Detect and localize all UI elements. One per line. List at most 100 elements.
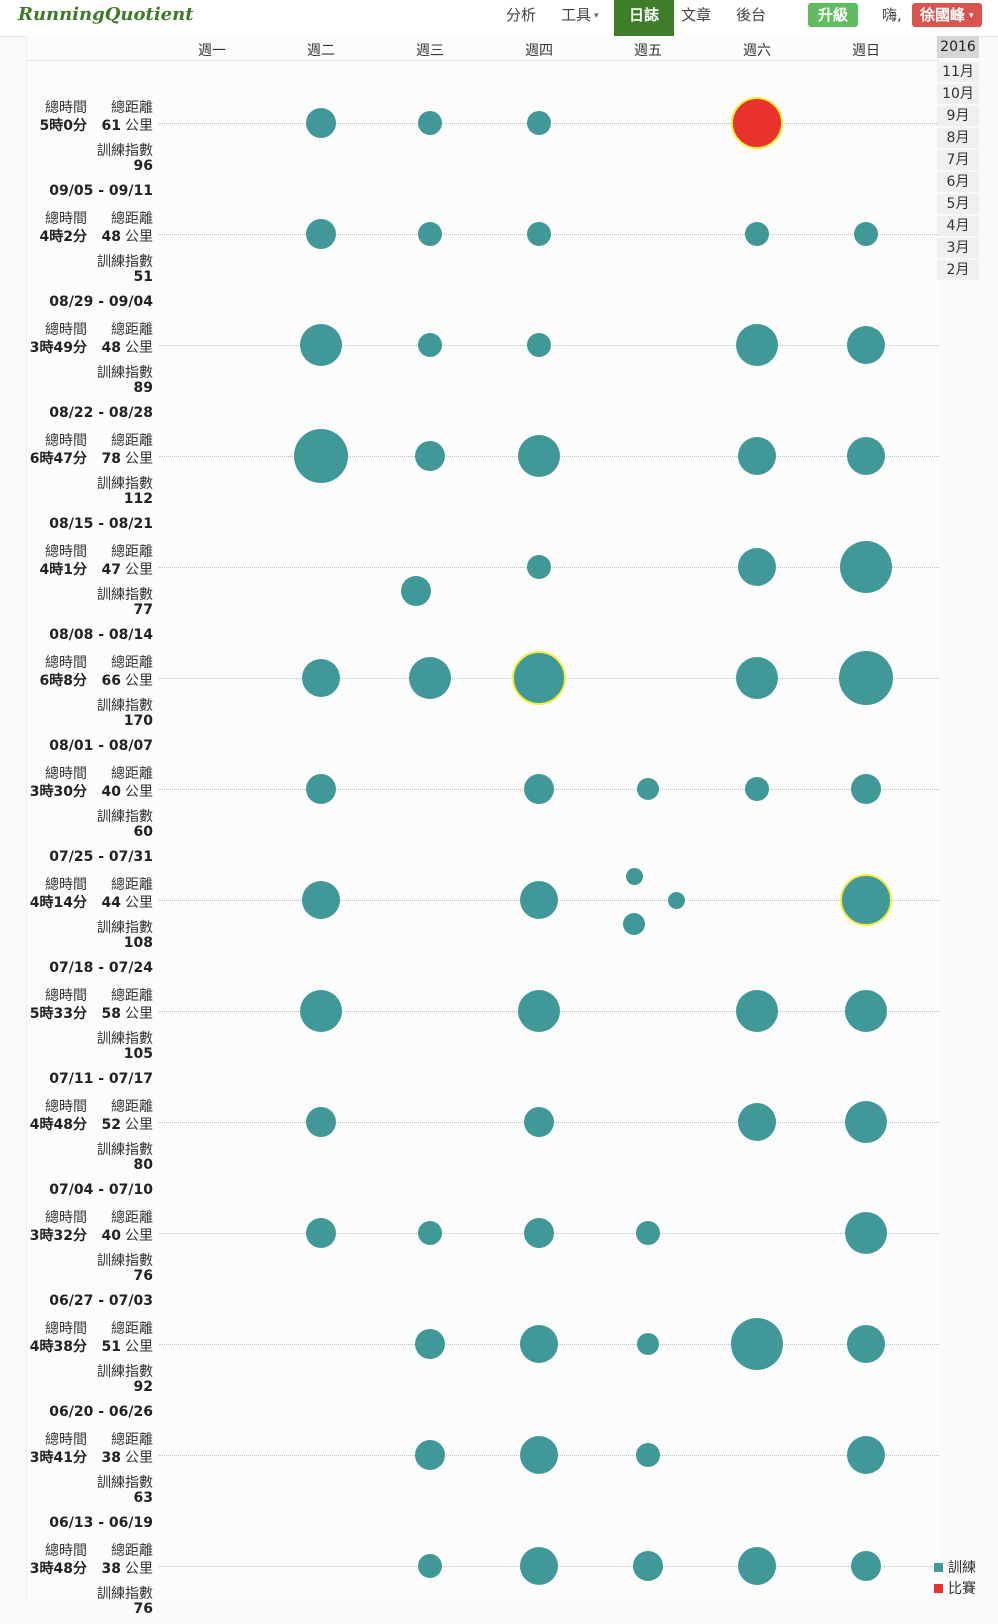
month-link[interactable]: 2月 (937, 260, 979, 280)
training-bubble[interactable] (738, 1547, 776, 1585)
month-link[interactable]: 5月 (937, 194, 979, 214)
training-bubble[interactable] (524, 1218, 554, 1248)
app-logo[interactable]: RunningQuotient (18, 4, 194, 25)
nav-item-0[interactable]: 分析 (506, 0, 536, 36)
training-bubble[interactable] (847, 326, 885, 364)
training-bubble[interactable] (520, 1547, 558, 1585)
training-bubble[interactable] (623, 913, 645, 935)
training-bubble[interactable] (306, 219, 336, 249)
training-bubble[interactable] (415, 1329, 445, 1359)
training-bubble[interactable] (625, 867, 643, 885)
training-bubble[interactable] (409, 657, 451, 699)
training-bubble[interactable] (415, 1440, 445, 1470)
training-bubble[interactable] (520, 1436, 558, 1474)
training-bubble[interactable] (854, 222, 878, 246)
total-time-label: 總時間 (45, 322, 87, 338)
training-bubble[interactable] (845, 1212, 887, 1254)
training-bubble[interactable] (520, 1325, 558, 1363)
upgrade-button[interactable]: 升級 (808, 3, 859, 27)
training-bubble[interactable] (738, 1103, 776, 1141)
month-link[interactable]: 9月 (937, 106, 979, 126)
training-bubble[interactable] (633, 1551, 663, 1581)
month-link[interactable]: 8月 (937, 128, 979, 148)
training-bubble[interactable] (418, 333, 442, 357)
training-bubble[interactable] (847, 437, 885, 475)
distance-number: 47 (101, 562, 121, 578)
month-link[interactable]: 11月 (937, 62, 979, 82)
training-bubble[interactable] (637, 778, 659, 800)
training-bubble[interactable] (851, 1551, 881, 1581)
training-bubble[interactable] (418, 222, 442, 246)
training-bubble[interactable] (524, 774, 554, 804)
year-selector[interactable]: 2016 (937, 36, 979, 58)
training-bubble[interactable] (840, 541, 892, 593)
total-distance-value: 38 公里 (102, 1447, 153, 1467)
training-bubble[interactable] (527, 111, 551, 135)
training-bubble[interactable] (512, 651, 566, 705)
training-bubble[interactable] (851, 774, 881, 804)
user-menu-button[interactable]: 徐國峰 ▾ (912, 3, 982, 27)
training-bubble[interactable] (520, 881, 558, 919)
training-bubble[interactable] (847, 1436, 885, 1474)
training-bubble[interactable] (847, 1325, 885, 1363)
training-bubble[interactable] (845, 1101, 887, 1143)
legend-item: 比賽 (934, 1579, 996, 1600)
training-bubble[interactable] (840, 874, 892, 926)
weekday-label: 週一 (198, 43, 226, 59)
training-bubble[interactable] (418, 1554, 442, 1578)
training-bubble[interactable] (527, 555, 551, 579)
training-bubble[interactable] (736, 324, 778, 366)
training-bubble[interactable] (418, 1221, 442, 1245)
training-bubble[interactable] (300, 990, 342, 1032)
training-bubble[interactable] (527, 333, 551, 357)
total-time-label: 總時間 (45, 1210, 87, 1226)
race-bubble[interactable] (731, 97, 783, 149)
training-bubble[interactable] (527, 222, 551, 246)
training-bubble[interactable] (518, 990, 560, 1032)
nav-item-4[interactable]: 後台 (736, 0, 766, 36)
nav-item-3[interactable]: 文章 (681, 0, 711, 36)
training-bubble[interactable] (731, 1318, 783, 1370)
week-row: 06/27 - 07/03 總時間 總距離 4時38分 訓練指數 92 51 公里 (27, 1291, 939, 1402)
chevron-down-icon: ▾ (969, 10, 974, 21)
training-index-value: 77 (133, 602, 153, 618)
training-bubble[interactable] (300, 324, 342, 366)
nav-item-1[interactable]: 工具 ▾ (561, 0, 599, 36)
total-time-value: 5時33分 (29, 1006, 87, 1022)
greeting-text: 嗨, (882, 6, 902, 24)
nav-item-2[interactable]: 日誌 (614, 0, 675, 36)
training-bubble[interactable] (524, 1107, 554, 1137)
training-bubble[interactable] (839, 651, 893, 705)
training-bubble[interactable] (736, 990, 778, 1032)
training-bubble[interactable] (294, 429, 348, 483)
training-bubble[interactable] (738, 548, 776, 586)
training-bubble[interactable] (845, 990, 887, 1032)
training-bubble[interactable] (302, 881, 340, 919)
training-bubble[interactable] (306, 1218, 336, 1248)
distance-number: 44 (101, 895, 121, 911)
training-bubble[interactable] (745, 777, 769, 801)
month-link[interactable]: 10月 (937, 84, 979, 104)
month-link[interactable]: 6月 (937, 172, 979, 192)
training-index-value: 51 (133, 269, 153, 285)
training-bubble[interactable] (306, 774, 336, 804)
training-bubble[interactable] (415, 441, 445, 471)
total-distance-value: 48 公里 (102, 337, 153, 357)
training-bubble[interactable] (401, 576, 431, 606)
training-bubble[interactable] (636, 1221, 660, 1245)
distance-unit: 公里 (125, 1561, 153, 1577)
training-bubble[interactable] (636, 1443, 660, 1467)
training-bubble[interactable] (518, 435, 560, 477)
training-bubble[interactable] (736, 657, 778, 699)
training-bubble[interactable] (637, 1333, 659, 1355)
training-bubble[interactable] (302, 659, 340, 697)
training-bubble[interactable] (306, 108, 336, 138)
training-bubble[interactable] (306, 1107, 336, 1137)
month-link[interactable]: 4月 (937, 216, 979, 236)
training-bubble[interactable] (418, 111, 442, 135)
training-bubble[interactable] (667, 891, 685, 909)
month-link[interactable]: 7月 (937, 150, 979, 170)
training-bubble[interactable] (738, 437, 776, 475)
training-bubble[interactable] (745, 222, 769, 246)
month-link[interactable]: 3月 (937, 238, 979, 258)
